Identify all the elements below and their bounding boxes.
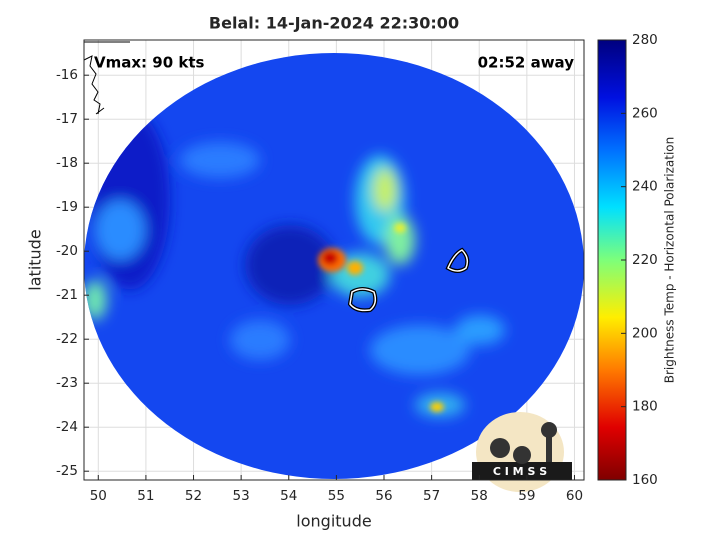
x-tick-label: 57 [423,488,440,504]
coastline [83,41,130,115]
colorbar-tick-label: 220 [632,252,658,268]
colorbar-tick-label: 200 [632,325,658,341]
x-tick-label: 60 [566,488,583,504]
chart-title: Belal: 14-Jan-2024 22:30:00 [209,14,459,33]
logo-text: C I M S S [493,465,547,478]
x-axis-label: longitude [296,512,371,531]
y-tick-label: -21 [56,287,78,303]
y-tick-label: -25 [56,463,78,479]
plot-frame [83,39,585,481]
x-tick-label: 50 [90,488,107,504]
y-tick-label: -19 [56,199,78,215]
x-tick-label: 51 [137,488,154,504]
y-tick-label: -24 [56,419,78,435]
colorbar-tick-label: 160 [632,472,658,488]
annotation: 02:52 away [478,54,575,72]
logo: C I M S S [472,412,572,492]
x-tick-label: 56 [375,488,392,504]
y-tick-label: -23 [56,375,78,391]
colorbar-tick-label: 180 [632,399,658,415]
y-tick-label: -16 [56,67,78,83]
x-tick-label: 59 [518,488,535,504]
y-tick-label: -17 [56,111,78,127]
colorbar-label: Brightness Temp - Horizontal Polarizatio… [663,137,677,384]
x-tick-label: 55 [328,488,345,504]
y-axis-label: latitude [26,229,45,290]
colorbar-tick-label: 280 [632,32,658,48]
island-outline [349,288,377,312]
y-tick-label: -20 [56,243,78,259]
x-tick-label: 53 [233,488,250,504]
island-outline [447,249,469,272]
y-tick-label: -18 [56,155,78,171]
x-tick-label: 52 [185,488,202,504]
y-tick-label: -22 [56,331,78,347]
colorbar-tick-label: 240 [632,179,658,195]
x-tick-label: 54 [280,488,297,504]
colorbar-tick-label: 260 [632,105,658,121]
annotation: Vmax: 90 kts [94,54,204,72]
x-tick-label: 58 [471,488,488,504]
